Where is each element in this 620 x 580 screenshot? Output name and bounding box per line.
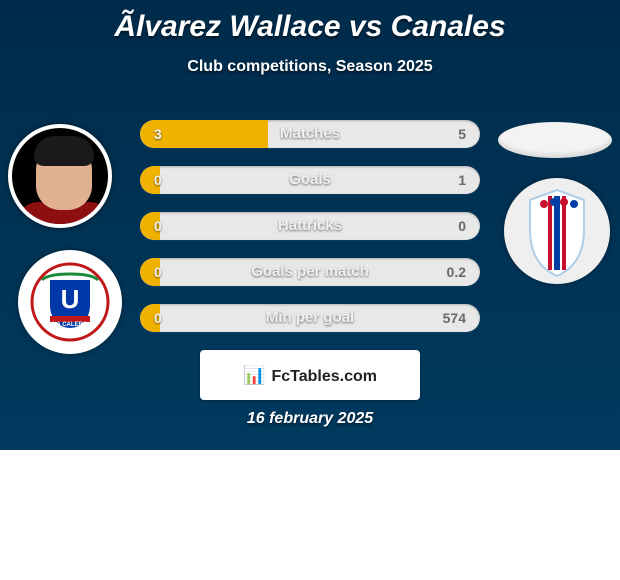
stat-label: Hattricks xyxy=(140,212,480,240)
stat-label: Goals per match xyxy=(140,258,480,286)
svg-text:LA CALERA: LA CALERA xyxy=(53,322,88,328)
stat-bar: 3Matches5 xyxy=(140,120,480,148)
stat-bar: 0Min per goal574 xyxy=(140,304,480,332)
avatar-hair xyxy=(34,136,94,166)
chart-icon: 📊 xyxy=(243,365,265,385)
stat-bar: 0Hattricks0 xyxy=(140,212,480,240)
stat-value-right: 1 xyxy=(458,166,466,194)
player-right-silhouette xyxy=(498,122,612,158)
stat-bars: 3Matches50Goals10Hattricks00Goals per ma… xyxy=(140,120,480,350)
club-left-crest: U LA CALERA xyxy=(18,250,122,354)
stat-label: Goals xyxy=(140,166,480,194)
page-title: Ãlvarez Wallace vs Canales xyxy=(0,0,620,44)
stat-bar: 0Goals1 xyxy=(140,166,480,194)
stat-label: Matches xyxy=(140,120,480,148)
branding-box: 📊 FcTables.com xyxy=(200,350,420,400)
crest-right-svg xyxy=(504,178,610,284)
card-date: 16 february 2025 xyxy=(0,410,620,428)
stat-label: Min per goal xyxy=(140,304,480,332)
stat-value-right: 0.2 xyxy=(447,258,466,286)
crest-left-svg: U LA CALERA xyxy=(18,250,122,354)
brand-text: FcTables.com xyxy=(271,368,377,385)
comparison-card: Ãlvarez Wallace vs Canales Club competit… xyxy=(0,0,620,450)
stat-value-right: 5 xyxy=(458,120,466,148)
page-subtitle: Club competitions, Season 2025 xyxy=(0,58,620,76)
player-left-avatar xyxy=(8,124,112,228)
svg-text:U: U xyxy=(61,284,80,314)
stat-value-right: 574 xyxy=(443,304,466,332)
stat-bar: 0Goals per match0.2 xyxy=(140,258,480,286)
stat-value-right: 0 xyxy=(458,212,466,240)
club-right-crest xyxy=(504,178,610,284)
